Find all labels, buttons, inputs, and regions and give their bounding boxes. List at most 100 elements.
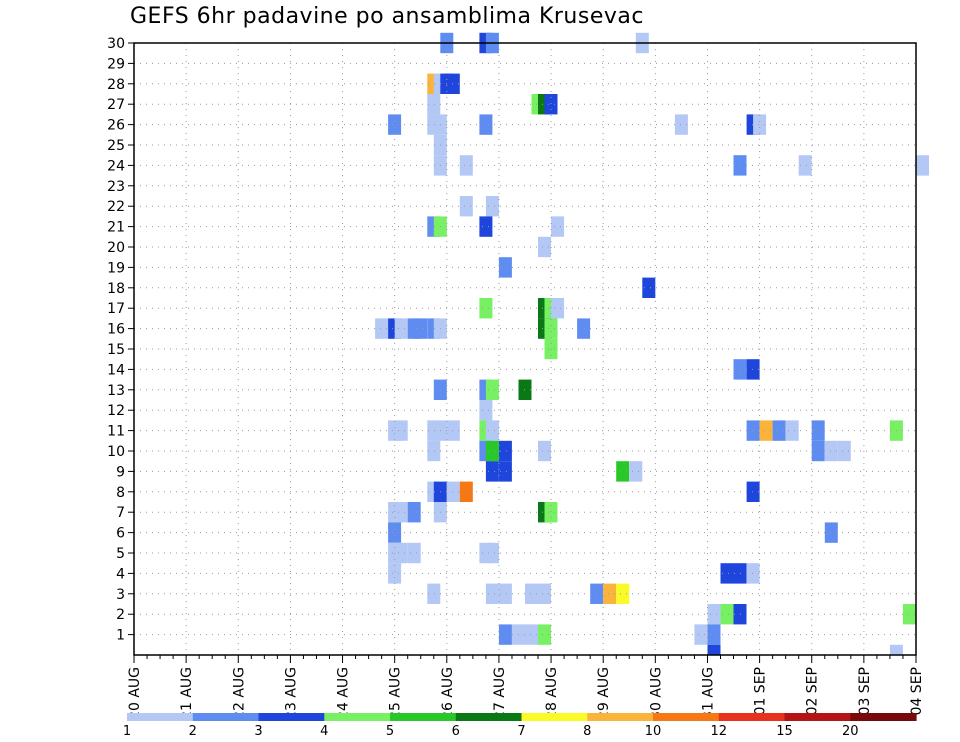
- heatmap-cell: [485, 379, 499, 400]
- legend-label: 5: [386, 724, 394, 739]
- heatmap-cell: [616, 461, 630, 482]
- x-tick-label: 23 AUG: [283, 667, 299, 720]
- y-tick-label: 14: [107, 362, 125, 378]
- legend-swatch: [258, 713, 325, 721]
- heatmap-cell: [525, 583, 538, 604]
- heatmap-cell: [707, 604, 721, 625]
- y-tick-label: 1: [116, 628, 125, 644]
- x-tick-label: 31 AUG: [700, 667, 716, 720]
- heatmap-cell: [694, 624, 708, 645]
- y-tick-label: 16: [107, 322, 125, 338]
- y-tick-label: 28: [107, 77, 125, 93]
- y-tick-label: 24: [107, 158, 125, 174]
- y-tick-label: 19: [107, 260, 125, 276]
- heatmap-cell: [629, 461, 643, 482]
- heatmap-cell: [720, 604, 734, 625]
- y-tick-label: 18: [107, 281, 125, 297]
- heatmap-cell: [544, 502, 558, 523]
- y-tick-label: 9: [116, 464, 125, 480]
- y-tick-label: 5: [116, 546, 125, 562]
- legend-label: 15: [776, 724, 793, 739]
- legend-swatch: [784, 713, 851, 721]
- y-tick-label: 15: [107, 342, 125, 358]
- y-tick-label: 7: [116, 505, 125, 521]
- x-tick-label: 20 AUG: [127, 667, 143, 720]
- legend-swatch: [324, 713, 391, 721]
- heatmap-cell: [903, 604, 916, 625]
- heatmap-cell: [407, 542, 421, 564]
- heatmap-cell: [551, 216, 565, 237]
- heatmap-cell: [538, 440, 551, 462]
- heatmap-cell: [674, 114, 688, 135]
- x-tick-label: 03 SEP: [857, 667, 873, 715]
- heatmap-cell: [459, 196, 473, 217]
- x-tick-label: 01 SEP: [753, 667, 769, 715]
- heatmap-cell: [485, 461, 499, 482]
- heatmap-cell: [498, 583, 512, 604]
- y-tick-label: 12: [107, 403, 125, 419]
- heatmap-cell: [427, 94, 441, 115]
- heatmap-cell: [525, 624, 538, 645]
- heatmap-cell: [414, 318, 428, 339]
- heatmap-cell: [753, 114, 767, 135]
- heatmap-cell: [479, 400, 493, 421]
- x-tick-label: 25 AUG: [388, 667, 404, 720]
- heatmap-cell: [746, 563, 760, 584]
- heatmap-cell: [459, 155, 473, 176]
- heatmap-cell: [746, 420, 760, 441]
- y-tick-label: 23: [107, 179, 125, 195]
- heatmap-cell: [394, 542, 408, 564]
- heatmap-cell: [388, 522, 402, 543]
- y-tick-label: 27: [107, 97, 125, 113]
- y-tick-label: 29: [107, 56, 125, 72]
- heatmap-cell: [446, 73, 460, 94]
- legend-label: 6: [452, 724, 460, 739]
- heatmap-cell: [459, 481, 473, 502]
- heatmap-cell: [407, 502, 421, 523]
- heatmap-cell: [446, 481, 460, 502]
- heatmap-cell: [388, 563, 402, 584]
- y-tick-label: 22: [107, 199, 125, 215]
- legend-label: 12: [711, 724, 728, 739]
- x-tick-label: 24 AUG: [336, 667, 352, 720]
- heatmap-cell: [824, 440, 838, 462]
- y-tick-label: 8: [116, 485, 125, 501]
- heatmap-cell: [916, 155, 929, 176]
- y-tick-label: 30: [107, 36, 125, 52]
- legend-swatch: [455, 713, 523, 721]
- heatmap-cell: [889, 644, 903, 655]
- legend-swatch: [718, 713, 786, 721]
- heatmap-cell: [746, 481, 760, 502]
- heatmap-cell: [707, 644, 721, 655]
- heatmap-cell: [498, 624, 512, 645]
- heatmap-cell: [577, 318, 591, 339]
- y-tick-label: 26: [107, 118, 125, 134]
- heatmap-cell: [544, 318, 558, 339]
- legend-swatch: [653, 713, 720, 721]
- y-tick-label: 3: [116, 587, 125, 603]
- heatmap-cell: [616, 583, 630, 604]
- heatmap-cell: [551, 298, 565, 319]
- y-tick-label: 25: [107, 138, 125, 154]
- heatmap-cell: [538, 624, 551, 645]
- heatmap-cell: [538, 236, 551, 258]
- legend-swatch: [850, 713, 917, 721]
- heatmap-cell: [485, 583, 499, 604]
- legend-label: 4: [320, 724, 328, 739]
- heatmap-cell: [642, 277, 656, 298]
- x-tick-label: 21 AUG: [179, 667, 195, 720]
- heatmap-cell: [837, 440, 851, 462]
- y-tick-label: 2: [116, 607, 125, 623]
- heatmap-cell: [479, 114, 493, 135]
- heatmap-cell: [485, 196, 499, 217]
- legend-label: 1: [123, 724, 131, 739]
- heatmap-cell: [498, 257, 512, 278]
- heatmap-cell: [394, 318, 408, 339]
- legend-swatch: [390, 713, 457, 721]
- heatmap-cell: [772, 420, 786, 441]
- heatmap-cell: [759, 420, 773, 441]
- legend-label: 3: [254, 724, 262, 739]
- y-tick-label: 4: [116, 566, 125, 582]
